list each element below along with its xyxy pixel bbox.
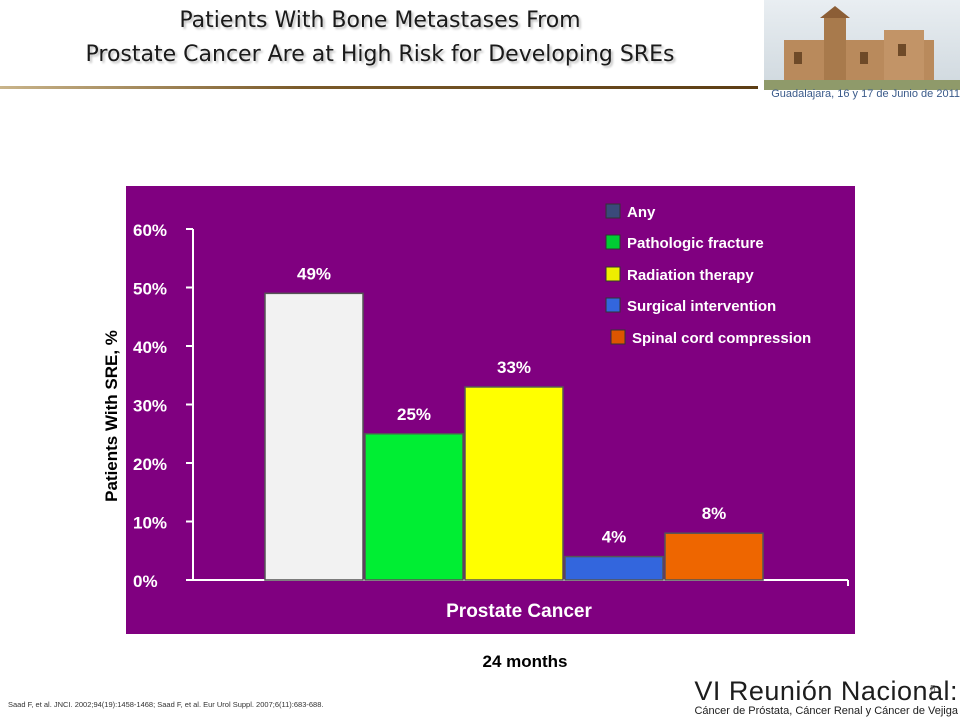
bar-surgical-intervention — [564, 555, 664, 581]
legend-swatch — [605, 266, 621, 282]
bar-pathologic-fracture — [364, 433, 464, 581]
legend-label: Radiation therapy — [627, 267, 754, 284]
data-label: 49% — [297, 264, 331, 283]
data-label: 8% — [702, 504, 727, 523]
legend-swatch — [610, 329, 626, 345]
legend-swatch — [605, 297, 621, 313]
y-tick-label: 60% — [133, 221, 167, 240]
brand-subtitle: Cáncer de Próstata, Cáncer Renal y Cánce… — [694, 705, 958, 717]
y-tick-label: 20% — [133, 455, 167, 474]
y-tick-label: 0% — [133, 572, 158, 591]
bar-radiation-therapy — [464, 386, 564, 581]
bar-any — [264, 292, 364, 581]
brand-title: VI Reunión Nacional: — [694, 676, 958, 706]
castle-photo-icon — [764, 0, 960, 90]
header-photo — [764, 0, 960, 100]
legend-label: Pathologic fracture — [627, 235, 764, 252]
y-tick-label: 10% — [133, 514, 167, 533]
footer-brand: VI Reunión Nacional: Cáncer de Próstata,… — [640, 676, 958, 717]
slide-title-line-2: Prostate Cancer Are at High Risk for Dev… — [85, 42, 675, 67]
legend-swatch — [605, 203, 621, 219]
legend-swatch — [605, 234, 621, 250]
y-axis-label: Patients With SRE, % — [102, 330, 121, 502]
slide-title-line-1: Patients With Bone Metastases From — [179, 8, 581, 33]
y-tick-label: 40% — [133, 338, 167, 357]
header-caption: Guadalajara, 16 y 17 de Junio de 2011 — [771, 88, 960, 100]
x-axis-label: Prostate Cancer — [446, 601, 592, 622]
y-tick-label: 30% — [133, 397, 167, 416]
data-label: 4% — [602, 528, 627, 547]
data-label: 33% — [497, 358, 531, 377]
legend-label: Surgical intervention — [627, 298, 776, 315]
page-number: 5 — [930, 684, 936, 695]
legend-label: Any — [627, 204, 656, 221]
x-caption: 24 months — [482, 652, 568, 671]
legend-label: Spinal cord compression — [632, 330, 811, 347]
reference-text: Saad F, et al. JNCI. 2002;94(19):1458-14… — [8, 700, 324, 709]
data-label: 25% — [397, 405, 431, 424]
bar-spinal-cord-compression — [664, 532, 764, 581]
title-rule — [0, 86, 758, 89]
y-tick-label: 50% — [133, 280, 167, 299]
